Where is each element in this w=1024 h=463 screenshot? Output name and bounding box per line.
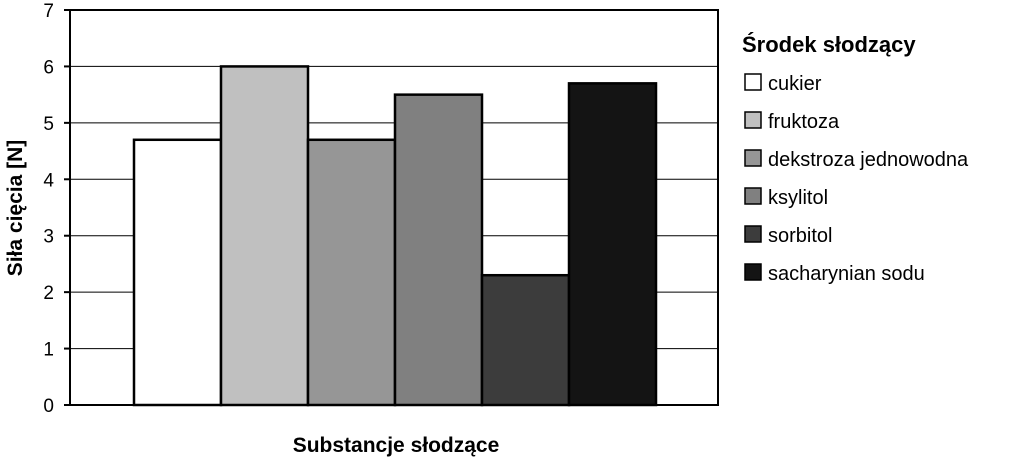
bar-5 bbox=[480, 273, 571, 407]
y-axis-ticks: 0 1 2 3 4 5 6 7 bbox=[43, 1, 70, 417]
y-tick-label: 7 bbox=[43, 1, 54, 22]
bar-3 bbox=[306, 138, 397, 407]
y-tick-label: 2 bbox=[43, 283, 54, 304]
legend-swatch bbox=[744, 263, 762, 281]
y-axis-title: Siła cięcia [N] bbox=[4, 140, 27, 277]
legend-swatch bbox=[744, 149, 762, 167]
y-tick-label: 3 bbox=[43, 227, 54, 248]
legend-label: sacharynian sodu bbox=[768, 263, 925, 285]
y-tick-label: 5 bbox=[43, 114, 54, 135]
legend-swatch bbox=[744, 187, 762, 205]
bars bbox=[132, 65, 658, 407]
y-tick-label: 4 bbox=[43, 170, 54, 191]
bar-4 bbox=[393, 93, 484, 407]
legend-title: Środek słodzący bbox=[742, 32, 916, 57]
legend-swatch bbox=[744, 225, 762, 243]
legend: Środek słodzący cukier fruktoza dekstroza … bbox=[742, 32, 969, 285]
y-tick-label: 0 bbox=[43, 396, 54, 417]
legend-label: sorbitol bbox=[768, 225, 832, 247]
y-tick-label: 1 bbox=[43, 340, 54, 361]
plot-area-frame bbox=[69, 9, 719, 406]
legend-label: ksylitol bbox=[768, 187, 828, 209]
bar-1 bbox=[132, 138, 223, 407]
bar-2 bbox=[219, 65, 310, 407]
legend-swatch bbox=[744, 111, 762, 129]
legend-items: cukier fruktoza dekstroza jednowodna ksylit… bbox=[744, 73, 969, 285]
x-axis-title: Substancje słodzące bbox=[293, 434, 500, 457]
legend-swatch bbox=[744, 73, 762, 91]
legend-label: dekstroza jednowodna bbox=[768, 149, 969, 171]
bar-6 bbox=[567, 82, 658, 407]
legend-label: cukier bbox=[768, 73, 822, 95]
y-tick-label: 6 bbox=[43, 57, 54, 78]
legend-label: fruktoza bbox=[768, 111, 840, 133]
